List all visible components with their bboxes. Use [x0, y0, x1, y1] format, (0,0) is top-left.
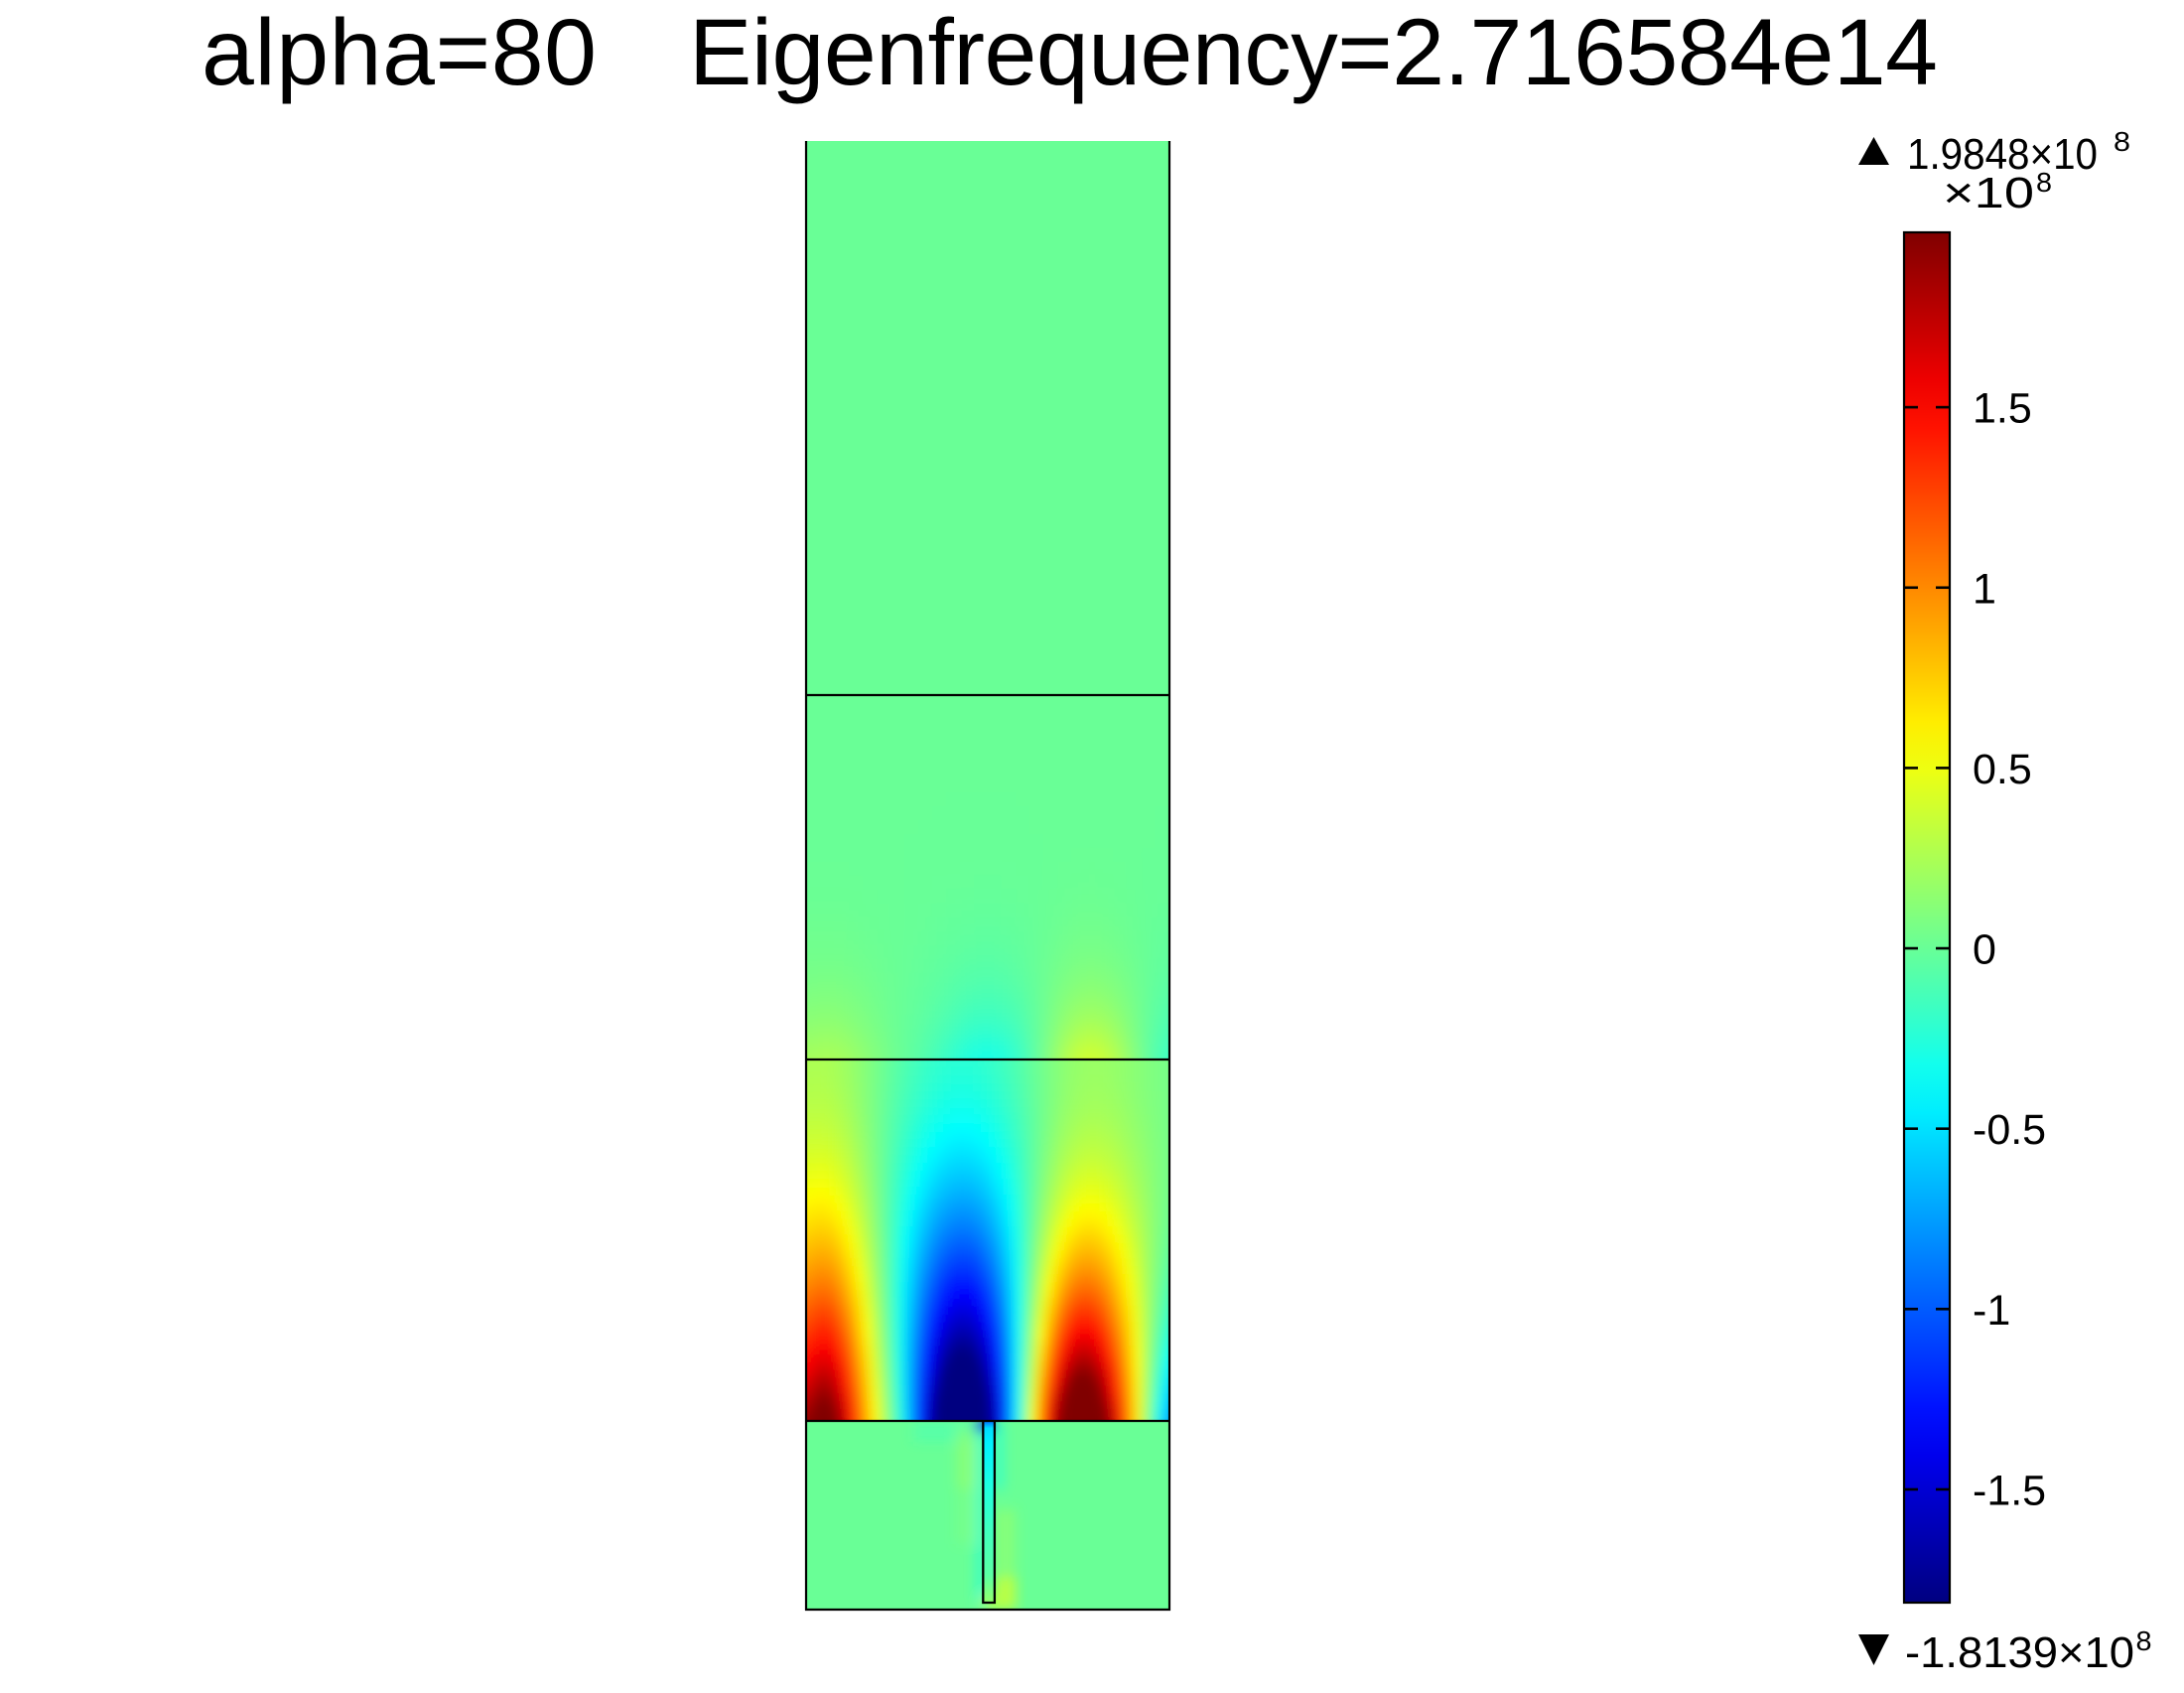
svg-text:0: 0 [1973, 926, 1996, 974]
svg-text:1.9848×10: 1.9848×10 [1907, 130, 2098, 179]
svg-text:8: 8 [2036, 167, 2052, 198]
svg-text:8: 8 [2114, 126, 2130, 157]
svg-text:1.5: 1.5 [1973, 385, 2032, 433]
svg-text:alpha=80: alpha=80 [202, 0, 597, 105]
svg-text:8: 8 [2136, 1625, 2152, 1656]
svg-text:×10: ×10 [1943, 169, 2034, 217]
svg-text:Eigenfrequency=2.716584e14: Eigenfrequency=2.716584e14 [689, 0, 1938, 105]
svg-text:-1.5: -1.5 [1973, 1467, 2046, 1514]
svg-text:-1: -1 [1973, 1287, 2010, 1335]
svg-text:1: 1 [1973, 565, 1996, 613]
svg-text:0.5: 0.5 [1973, 746, 2032, 793]
svg-text:-0.5: -0.5 [1973, 1106, 2046, 1154]
svg-text:-1.8139×10: -1.8139×10 [1905, 1628, 2134, 1677]
